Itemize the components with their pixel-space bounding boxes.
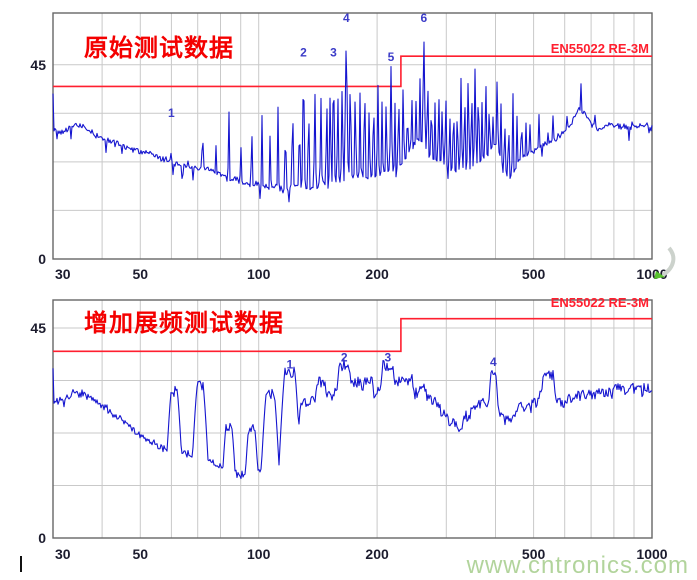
peak-number-label: 4 [343,11,350,25]
stray-mark [20,556,22,572]
plot-border [52,299,653,539]
limit-line [53,317,652,353]
peak-number-label: 3 [330,46,337,60]
peak-number-label: 6 [420,11,427,25]
x-axis-tick-label: 500 [522,266,546,282]
swoosh-leaf [654,271,665,279]
peak-number-label: 4 [490,355,497,369]
x-axis-tick-label: 50 [133,266,149,282]
x-axis-tick-label: 50 [133,546,149,562]
x-axis-tick-label: 100 [247,266,271,282]
peak-number-label: 3 [384,350,391,364]
logo-swoosh-icon [654,246,676,279]
swoosh-curve [661,246,676,277]
peak-number-label: 2 [300,46,307,60]
y-axis-tick-label: 0 [38,251,46,267]
x-axis-tick-label: 200 [365,546,389,562]
x-axis-tick-label: 500 [522,546,546,562]
x-axis-tick-label: 200 [365,266,389,282]
y-axis-tick-label: 45 [30,57,46,73]
limit-line [53,55,652,88]
limit-line-label-original: EN55022 RE-3M [550,41,649,56]
peak-number-label: 2 [341,350,348,364]
x-axis-tick-label: 1000 [636,546,667,562]
y-axis-tick-label: 0 [38,530,46,546]
peak-number-label: 1 [286,357,293,371]
x-axis-tick-label: 30 [55,266,71,282]
y-axis-tick-label: 45 [30,320,46,336]
plot-border [52,12,653,260]
x-axis-tick-label: 1000 [636,266,667,282]
peak-number-label: 1 [168,106,175,120]
spread-spectrum-data-chart: 45 0 30 50 100 200 500 1000 1 2 3 4 [30,299,668,562]
x-axis-tick-label: 100 [247,546,271,562]
chart-title-spread-spectrum: 增加展频测试数据 [84,310,284,337]
site-watermark: www.cntronics.com [466,552,689,579]
peak-number-label: 5 [388,50,395,64]
limit-line-label-spread-spectrum: EN55022 RE-3M [550,295,649,310]
emission-trace [52,41,653,203]
emission-trace [52,359,653,480]
x-axis-tick-label: 30 [55,546,71,562]
chart-title-original: 原始测试数据 [84,35,234,62]
